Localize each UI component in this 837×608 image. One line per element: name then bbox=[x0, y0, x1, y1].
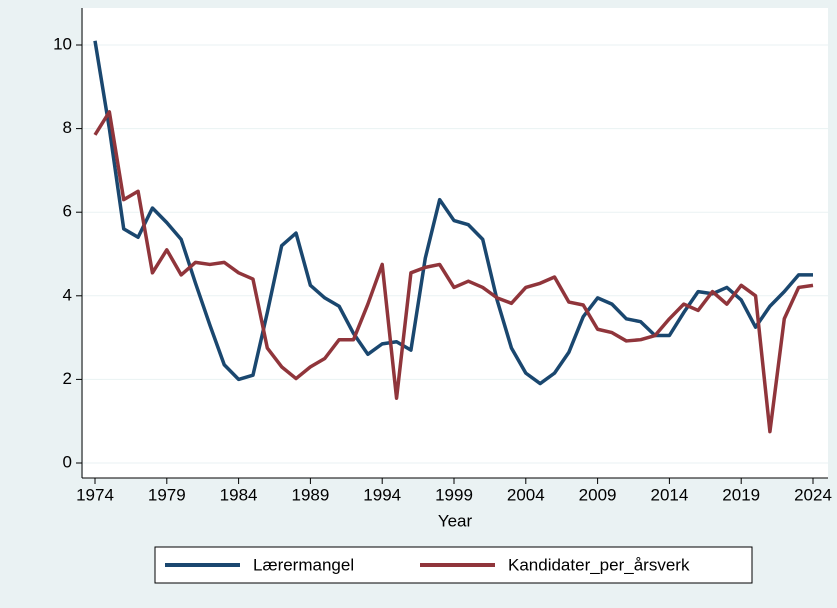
x-tick-label: 2019 bbox=[722, 485, 760, 504]
y-tick-label: 0 bbox=[63, 452, 72, 471]
x-tick-label: 1994 bbox=[363, 485, 401, 504]
y-tick-label: 2 bbox=[63, 369, 72, 388]
x-tick-label: 1979 bbox=[148, 485, 186, 504]
y-tick-label: 8 bbox=[63, 118, 72, 137]
line-series bbox=[93, 110, 814, 434]
x-tick-label: 2009 bbox=[579, 485, 617, 504]
y-tick-label: 6 bbox=[63, 202, 72, 221]
x-axis-label: Year bbox=[438, 511, 473, 530]
y-tick-label: 4 bbox=[63, 285, 72, 304]
line-series bbox=[93, 40, 813, 386]
x-tick-label: 2004 bbox=[507, 485, 545, 504]
legend-label: Kandidater_per_årsverk bbox=[508, 555, 690, 574]
x-tick-label: 1999 bbox=[435, 485, 473, 504]
legend-label: Lærermangel bbox=[253, 555, 354, 574]
x-tick-label: 1984 bbox=[220, 485, 258, 504]
x-tick-label: 1989 bbox=[291, 485, 329, 504]
y-tick-label: 10 bbox=[53, 34, 72, 53]
x-tick-label: 2024 bbox=[794, 485, 832, 504]
x-tick-label: 2014 bbox=[650, 485, 688, 504]
plot-area bbox=[83, 8, 828, 478]
x-tick-label: 1974 bbox=[76, 485, 114, 504]
